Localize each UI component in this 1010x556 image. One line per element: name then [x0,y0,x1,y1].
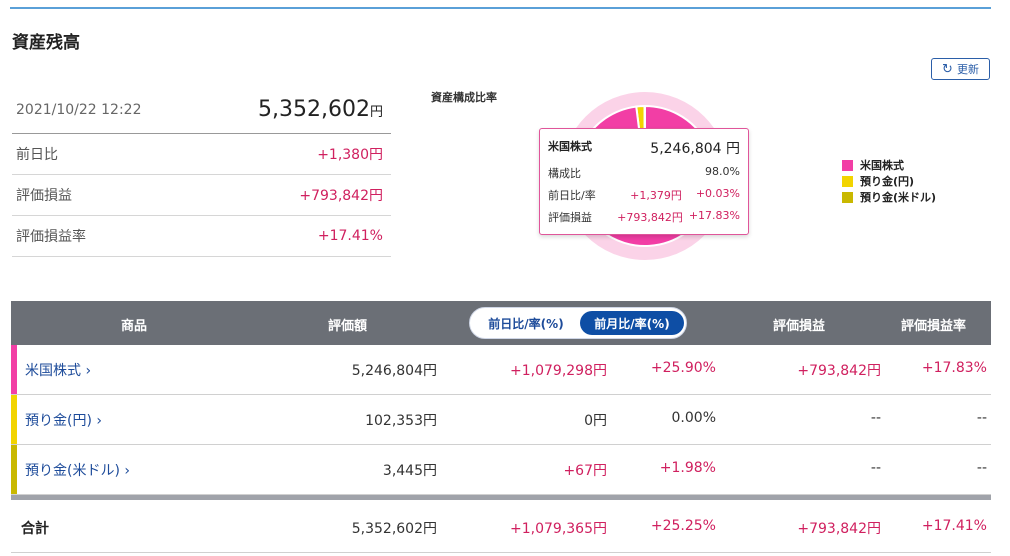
legend-item[interactable]: 米国株式 [842,157,936,173]
cell-pl: +793,842円 [797,363,881,379]
cell-pl: -- [870,410,881,426]
toggle-day-change[interactable]: 前日比/率(%) [476,311,576,335]
table-row: 預り金(円) › 102,353円 0円 0.00% -- -- [11,395,991,445]
summary-total-row: 2021/10/22 12:22 5,352,602円 [12,86,391,134]
cell-rate: +25.90% [650,360,716,376]
summary-row-pl: 評価損益 +793,842円 [12,175,391,216]
tooltip-pl-row: 評価損益 +793,842円 +17.83% [548,209,740,225]
tooltip-ratio-row: 構成比 98.0% [548,165,740,181]
header-valuation: 評価額 [328,319,368,334]
chevron-right-icon: › [124,463,130,479]
summary-value: +17.41% [317,228,383,244]
summary-row-pl-rate: 評価損益率 +17.41% [12,216,391,257]
legend-label: 米国株式 [860,159,904,172]
table-total-divider [11,495,991,500]
legend-label: 預り金(円) [860,175,915,188]
period-toggle: 前日比/率(%) 前月比/率(%) [469,307,687,339]
cell-change: +1,079,298円 [510,363,607,379]
header-product: 商品 [121,319,148,334]
table-row: 預り金(米ドル) › 3,445円 +67円 +1.98% -- -- [11,445,991,495]
tooltip-value: +0.03% [695,187,740,200]
summary-label: 前日比 [16,147,58,163]
summary-row-day-change: 前日比 +1,380円 [12,134,391,175]
cell-valuation: 102,353円 [365,413,437,429]
summary-label: 評価損益率 [16,229,86,245]
cell-change: +67円 [563,463,607,479]
cell-rate: 0.00% [671,410,716,426]
tooltip-amount: 5,246,804 円 [650,141,740,157]
summary-value: +793,842円 [299,188,383,204]
row-link-us-stocks[interactable]: 米国株式 › [25,363,92,379]
tooltip-day-row: 前日比/率 +1,379円 +0.03% [548,187,740,203]
summary-total: 5,352,602円 [258,97,383,122]
pie-legend: 米国株式 預り金(円) 預り金(米ドル) [842,157,936,205]
tooltip-value: +17.83% [688,209,740,222]
tooltip-name: 米国株式 [548,140,592,153]
cell-valuation: 3,445円 [382,463,437,479]
cell-pl: -- [870,460,881,476]
row-link-jpy-deposit[interactable]: 預り金(円) › [25,413,102,429]
header-pl-rate: 評価損益率 [901,319,967,334]
summary-value: +1,380円 [317,147,383,163]
legend-swatch [842,159,853,171]
chevron-right-icon: › [96,413,102,429]
cell-pl-rate: +17.83% [921,360,987,376]
chevron-right-icon: › [85,363,92,379]
total-label: 合計 [21,521,49,537]
row-link-usd-deposit[interactable]: 預り金(米ドル) › [25,463,130,479]
cell-rate: +1.98% [659,460,716,476]
table-header: 商品 評価額 前日比/率(%) 前月比/率(%) 評価損益 評価損益率 [11,301,991,345]
table-row: 米国株式 › 5,246,804円 +1,079,298円 +25.90% +7… [11,345,991,395]
tooltip-header: 米国株式 5,246,804 円 [548,138,740,158]
refresh-button[interactable]: ↻ 更新 [931,58,990,80]
row-color-bar [11,345,17,394]
legend-item[interactable]: 預り金(米ドル) [842,189,936,205]
row-color-bar [11,395,17,444]
legend-label: 預り金(米ドル) [860,191,937,204]
cell-pl-rate: -- [976,410,987,426]
toggle-month-change[interactable]: 前月比/率(%) [580,311,684,335]
cell-pl: +793,842円 [797,521,881,537]
legend-item[interactable]: 預り金(円) [842,173,936,189]
page-title: 資産残高 [12,33,80,53]
refresh-icon: ↻ [942,61,953,77]
tooltip-label: 前日比/率 [548,189,596,202]
holdings-table: 商品 評価額 前日比/率(%) 前月比/率(%) 評価損益 評価損益率 米国株式… [11,301,991,553]
cell-pl-rate: +17.41% [921,518,987,534]
table-total-row: 合計 5,352,602円 +1,079,365円 +25.25% +793,8… [11,500,991,553]
tooltip-value: +1,379円 [630,189,682,202]
top-divider [10,7,991,9]
cell-valuation: 5,352,602円 [351,521,437,537]
legend-swatch [842,175,853,187]
refresh-label: 更新 [956,63,979,76]
cell-valuation: 5,246,804円 [351,363,437,379]
cell-change: 0円 [584,413,607,429]
cell-change: +1,079,365円 [510,521,607,537]
tooltip-value: 98.0% [705,165,740,178]
legend-swatch [842,191,853,203]
pie-tooltip: 米国株式 5,246,804 円 構成比 98.0% 前日比/率 +1,379円… [539,128,749,235]
summary-panel: 2021/10/22 12:22 5,352,602円 前日比 +1,380円 … [12,86,391,257]
tooltip-label: 評価損益 [548,211,592,224]
pie-title: 資産構成比率 [431,91,497,104]
tooltip-value: +793,842円 [617,211,683,224]
row-color-bar [11,445,17,494]
header-pl: 評価損益 [773,319,826,334]
summary-label: 評価損益 [16,188,72,204]
cell-pl-rate: -- [976,460,987,476]
tooltip-label: 構成比 [548,167,581,180]
cell-rate: +25.25% [650,518,716,534]
summary-datetime: 2021/10/22 12:22 [16,101,142,118]
